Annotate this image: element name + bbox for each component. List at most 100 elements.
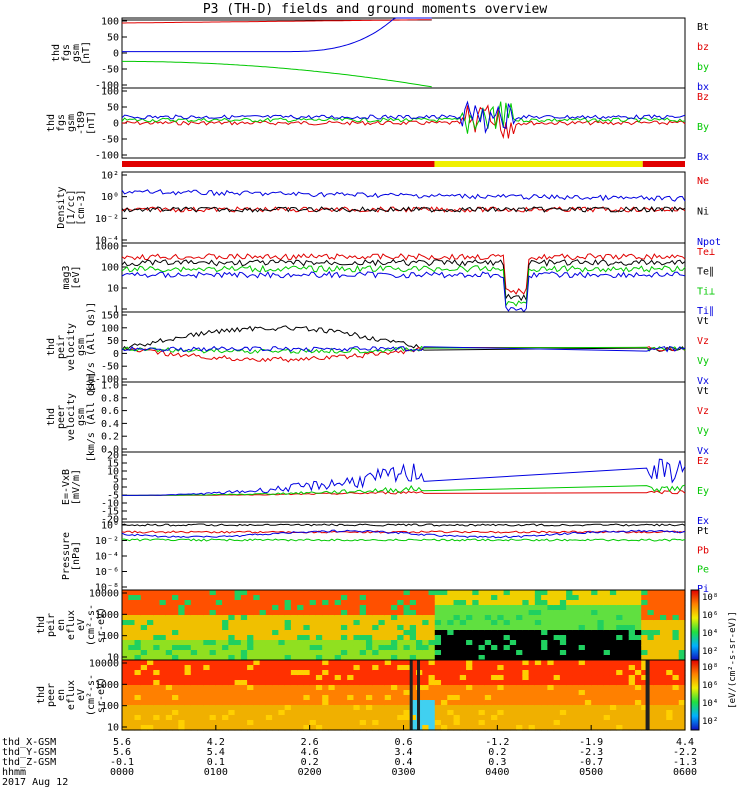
spectrogram-cell: [322, 690, 330, 696]
spectrogram-cell: [309, 660, 317, 666]
spectrogram-cell: [428, 640, 436, 646]
spectrogram-cell: [128, 690, 136, 696]
spectrogram-cell: [578, 710, 586, 716]
spectrogram-cell: [591, 705, 599, 711]
spectrogram-cell: [616, 705, 624, 711]
spectrogram-cell: [390, 605, 398, 611]
spectrogram-cell: [541, 610, 548, 616]
spectrogram-cell: [378, 655, 386, 661]
spectrogram-cell: [534, 655, 542, 661]
spectrogram-cell: [365, 710, 373, 716]
spectrogram-cell: [378, 610, 386, 616]
spectrogram-cell: [566, 695, 573, 701]
spectrogram-cell: [403, 655, 411, 661]
spectrogram-cell: [422, 645, 430, 651]
spectrogram-cell: [178, 625, 186, 631]
y-tick-label: 10⁻²: [95, 214, 119, 225]
spectrogram-cell: [359, 685, 367, 691]
spectrogram-cell: [678, 635, 686, 641]
spectrogram-cell: [522, 675, 530, 681]
spectrogram-cell: [422, 615, 430, 621]
spectrogram-cell: [203, 710, 211, 716]
spectrogram-cell: [541, 625, 548, 631]
spectrogram-cell: [128, 705, 136, 711]
spectrogram-cell: [328, 645, 336, 651]
spectrogram-cell: [497, 710, 505, 716]
spectrogram-cell: [591, 640, 599, 646]
spectrogram-cell: [628, 710, 636, 716]
spectrogram-cell: [328, 590, 336, 596]
series-Vx: [121, 345, 686, 353]
spectrogram-cell: [422, 715, 430, 721]
spectrogram-cell: [559, 595, 567, 601]
spectrogram-cell: [678, 705, 686, 711]
ephemeris-value: 5.4: [207, 747, 225, 758]
spectrogram-cell: [522, 650, 530, 656]
spectrogram-cell: [147, 610, 154, 616]
spectrogram-cell: [240, 675, 248, 681]
spectrogram-cell: [484, 660, 492, 666]
spectrogram-cell: [641, 680, 649, 686]
spectrogram-cell: [647, 635, 655, 641]
ephemeris-value: 0400: [485, 767, 509, 778]
spectrogram-cell: [334, 620, 342, 626]
spectrogram-cell: [603, 680, 611, 686]
spectrogram-cell: [203, 600, 211, 606]
spectrogram-cell: [459, 675, 467, 681]
spectrogram-cell: [359, 700, 367, 706]
spectrogram-cell: [453, 595, 461, 601]
spectrogram-cell: [653, 605, 661, 611]
spectrogram-cell: [197, 655, 204, 661]
spectrogram-cell: [153, 690, 161, 696]
spectrogram-cell: [609, 725, 617, 731]
spectrogram-cell: [134, 590, 142, 596]
spectrogram-cell: [609, 645, 617, 651]
spectrogram-cell: [272, 610, 279, 616]
spectrogram-cell: [197, 715, 204, 721]
spectrogram-cell: [247, 675, 254, 681]
spectrogram-cell: [303, 690, 311, 696]
spectrogram-cell: [422, 595, 430, 601]
spectrogram-cell: [484, 625, 492, 631]
spectrogram-cell: [628, 690, 636, 696]
spectrogram-cell: [390, 640, 398, 646]
spectrogram-cell: [215, 605, 223, 611]
spectrogram-cell: [478, 680, 486, 686]
spectrogram-cell: [478, 600, 486, 606]
spectrogram-cell: [297, 595, 305, 601]
spectrogram-cell: [509, 650, 517, 656]
spectrogram-cell: [597, 655, 605, 661]
spectrogram-cell: [528, 665, 536, 671]
spectrogram-cell: [322, 685, 330, 691]
spectrogram-cell: [584, 710, 592, 716]
spectrogram-cell: [209, 610, 217, 616]
spectrogram-cell: [503, 665, 511, 671]
spectrogram-cell: [497, 590, 505, 596]
legend-Vt: Vt: [697, 316, 709, 327]
spectrogram-cell: [134, 655, 142, 661]
spectrogram-cell: [128, 630, 136, 636]
spectrogram-cell: [672, 650, 680, 656]
spectrogram-cell: [447, 670, 455, 676]
spectrogram-cell: [203, 665, 211, 671]
spectrogram-cell: [453, 630, 461, 636]
spectrogram-cell: [390, 680, 398, 686]
spectrogram-cell: [234, 695, 242, 701]
spectrogram-cell: [403, 650, 411, 656]
spectrogram-cell: [659, 610, 667, 616]
spectrogram-cell: [434, 700, 442, 706]
spectrogram-cell: [122, 640, 129, 646]
spectrogram-cell: [334, 605, 342, 611]
spectrogram-cell: [284, 680, 292, 686]
spectrogram-cell: [140, 625, 148, 631]
spectrogram-cell: [203, 590, 211, 596]
spectrogram-cell: [428, 630, 436, 636]
spectrogram-cell: [459, 615, 467, 621]
legend-Bz: Bz: [697, 92, 709, 103]
spectrogram-cell: [303, 710, 311, 716]
spectrogram-cell: [472, 660, 480, 666]
spectrogram-cell: [253, 625, 261, 631]
spectrogram-cell: [222, 690, 229, 696]
spectrogram-cell: [247, 625, 254, 631]
spectrogram-cell: [259, 595, 267, 601]
